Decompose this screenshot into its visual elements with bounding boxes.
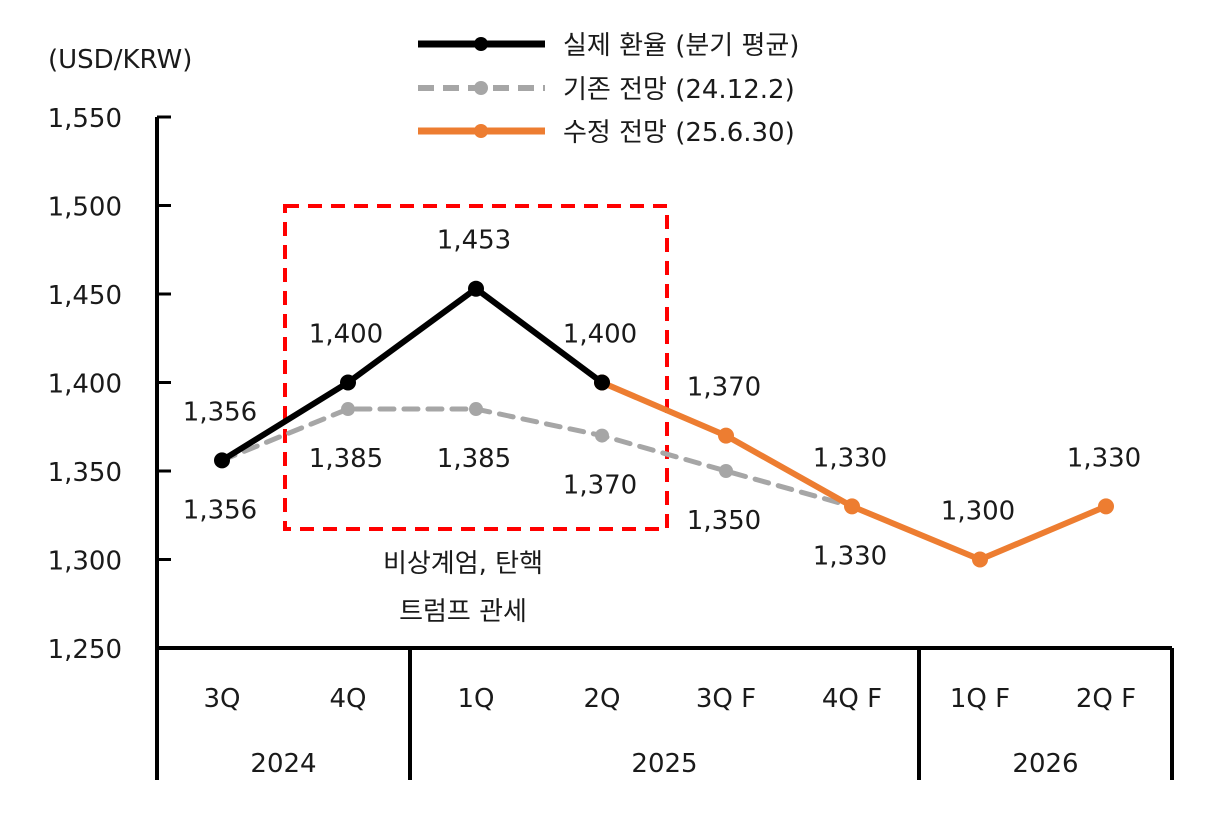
legend-marker (474, 81, 488, 95)
data-label: 1,370 (563, 471, 637, 501)
series-point (214, 452, 230, 469)
series-line (219, 406, 855, 509)
x-category-label: 2Q F (1076, 684, 1136, 714)
y-tick-label: 1,400 (48, 370, 122, 400)
data-label: 1,400 (563, 320, 637, 350)
y-tick-label: 1,500 (48, 193, 122, 223)
y-axis-group: (USD/KRW) 1,250 1,300 1,350 1,400 1,450 1,500… (48, 45, 192, 780)
series-point (594, 374, 610, 391)
x-category-label: 4Q (329, 684, 366, 714)
highlight-box (283, 204, 669, 531)
x-year-label: 2025 (631, 749, 697, 779)
y-axis-unit-label: (USD/KRW) (48, 45, 192, 75)
series-point (718, 427, 734, 444)
x-year-label: 2024 (250, 749, 316, 779)
annotation-text: 트럼프 관세 (399, 597, 527, 627)
series-point (469, 402, 483, 417)
legend-label: 기존 전망 (24.12.2) (563, 75, 795, 105)
data-label: 1,400 (309, 320, 383, 350)
data-label: 1,330 (813, 541, 887, 571)
x-category-label: 4Q F (822, 684, 882, 714)
data-label: 1,453 (437, 226, 511, 256)
y-tick-label: 1,550 (48, 104, 122, 134)
series-point (595, 428, 609, 443)
series-point (340, 374, 356, 391)
x-category-label: 3Q (203, 684, 240, 714)
x-category-label: 3Q F (696, 684, 756, 714)
series-point (1098, 498, 1114, 515)
data-label: 1,385 (309, 444, 383, 474)
series-point (972, 551, 988, 568)
annotation-text: 비상계엄, 탄핵 (383, 549, 543, 579)
x-year-label: 2026 (1012, 749, 1078, 779)
data-label: 1,350 (687, 506, 761, 536)
legend-marker (474, 124, 488, 138)
legend-label: 수정 전망 (25.6.30) (563, 118, 795, 148)
data-label: 1,330 (813, 443, 887, 473)
y-tick-label: 1,450 (48, 281, 122, 311)
y-tick-label: 1,300 (48, 547, 122, 577)
legend-label: 실제 환율 (분기 평균) (563, 31, 799, 61)
series-point (468, 280, 484, 297)
series-point (719, 464, 733, 478)
data-label: 1,385 (437, 444, 511, 474)
data-label: 1,370 (687, 373, 761, 403)
data-label: 1,356 (183, 397, 257, 427)
data-labels-group: 1,356 1,400 1,453 1,400 1,356 1,385 1,385 1,370… (183, 226, 1141, 572)
category-axis-group: 3Q 4Q 1Q 2Q 3Q F 4Q F 1Q F 2Q F 2024 2025 2026 (157, 646, 1174, 780)
y-tick-label: 1,250 (48, 635, 122, 665)
x-category-label: 1Q F (950, 684, 1010, 714)
series-point (341, 402, 355, 417)
data-label: 1,356 (183, 495, 257, 525)
legend-marker (474, 37, 488, 51)
data-label: 1,330 (1067, 443, 1141, 473)
series-group (214, 280, 1114, 568)
data-label: 1,300 (941, 497, 1015, 527)
legend: 실제 환율 (분기 평균) 기존 전망 (24.12.2) 수정 전망 (25.6.… (418, 31, 799, 148)
series-point (844, 498, 860, 515)
x-category-label: 2Q (583, 684, 620, 714)
y-tick-label: 1,350 (48, 458, 122, 488)
x-category-label: 1Q (457, 684, 494, 714)
series-line (219, 285, 605, 464)
